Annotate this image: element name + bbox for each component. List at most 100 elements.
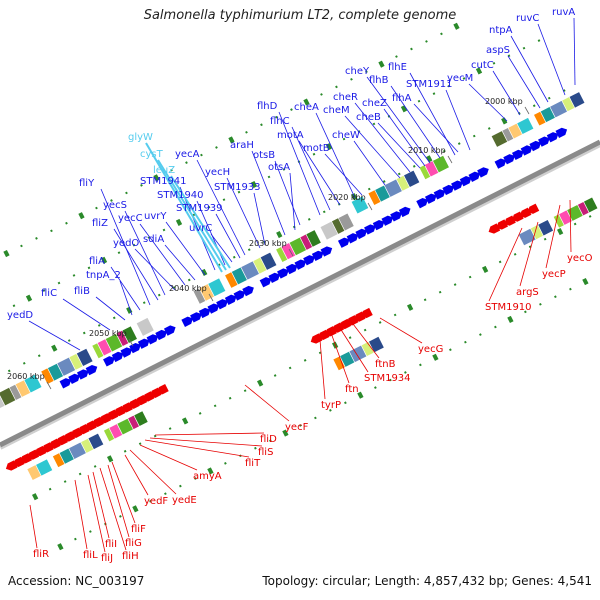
scale-tick <box>288 248 294 257</box>
reverse-leader-line <box>488 227 523 302</box>
feature-block <box>116 330 129 347</box>
forward-gene-arrow <box>372 219 385 231</box>
reverse-leader-line <box>129 449 177 495</box>
tick-mark <box>282 429 289 437</box>
feature-block <box>518 228 536 246</box>
feature-block <box>9 384 22 400</box>
tick-mark <box>537 39 541 42</box>
tick-layer <box>3 22 592 551</box>
gene-label-layer: ruvAruvCntpAaspScutCyecMSTM1911flhEflhAf… <box>7 7 593 564</box>
forward-gene-label: yecM <box>447 73 473 84</box>
forward-gene-label: STM1933 <box>214 182 261 193</box>
tick-mark <box>20 244 23 248</box>
tick-mark <box>498 260 502 264</box>
feature-block <box>396 175 410 191</box>
scale-label: 2020 kbp <box>328 193 366 202</box>
feature-block <box>57 357 76 376</box>
tick-mark <box>48 487 52 491</box>
forward-leader-line <box>274 160 301 226</box>
forward-gene-arrow <box>538 136 550 147</box>
forward-leader-line <box>124 210 166 296</box>
scale-label-layer: 2000 kbp 2010 kbp 2020 kbp 2030 kbp 2040 kbp… <box>7 97 530 390</box>
tick-mark <box>200 153 203 157</box>
tick-mark <box>449 348 452 352</box>
reverse-gene-arrow <box>157 384 169 395</box>
tick-mark <box>453 22 460 30</box>
forward-gene-arrow <box>181 316 193 327</box>
feature-block <box>122 326 137 343</box>
feature-block <box>76 348 93 367</box>
feature-block <box>88 433 104 450</box>
reverse-gene-label: fliT <box>245 458 261 469</box>
tick-mark <box>492 61 496 65</box>
feature-block <box>340 351 355 367</box>
scale-label: 2010 kbp <box>408 146 446 155</box>
reverse-gene-label: fliL <box>83 550 98 561</box>
feature-block <box>491 131 508 147</box>
tick-mark <box>162 228 166 232</box>
forward-gene-label: sdiA <box>143 234 164 245</box>
forward-gene-arrow <box>337 237 350 248</box>
feature-block <box>384 179 402 197</box>
tick-mark <box>32 493 39 501</box>
feature-block <box>404 170 420 188</box>
gene-arrow-layer <box>5 127 568 471</box>
tick-mark <box>89 530 92 533</box>
reverse-gene-label: fliG <box>125 538 142 549</box>
reverse-leader-line <box>519 221 539 287</box>
tick-mark <box>107 455 114 463</box>
tick-mark <box>245 130 248 134</box>
tick-mark <box>247 248 251 252</box>
reverse-gene-label: argS <box>516 287 539 298</box>
feature-block <box>533 111 546 126</box>
forward-gene-arrow <box>285 263 298 275</box>
scale-tick <box>524 106 530 115</box>
feature-block <box>517 117 534 135</box>
forward-gene-arrow <box>233 290 246 301</box>
forward-gene-arrow <box>424 193 437 204</box>
forward-gene-arrow <box>468 171 481 182</box>
forward-gene-label: motB <box>303 143 330 154</box>
rna-gene-label: glyW <box>128 132 153 143</box>
forward-gene-label: STM1940 <box>157 190 204 201</box>
forward-gene-arrow <box>529 140 541 152</box>
reverse-gene-label: fliR <box>33 549 49 560</box>
forward-gene-label: otsB <box>253 150 275 161</box>
tick-mark <box>57 281 61 285</box>
feature-block <box>97 339 112 356</box>
scale-label: 2060 kbp <box>7 372 45 381</box>
tick-mark <box>175 218 183 226</box>
forward-gene-arrow <box>129 343 141 354</box>
tick-mark <box>185 161 188 164</box>
scale-label: 2030 kbp <box>249 239 287 248</box>
feature-block <box>281 243 296 260</box>
feature-block <box>24 374 42 393</box>
forward-gene-label: cheM <box>323 105 350 116</box>
tick-mark <box>207 205 211 209</box>
feature-block <box>559 210 572 225</box>
tick-mark <box>260 123 263 127</box>
tick-mark <box>149 499 152 503</box>
forward-leader-line <box>377 122 421 169</box>
tick-mark <box>419 363 422 367</box>
tick-mark <box>78 212 85 220</box>
tick-mark <box>250 180 258 189</box>
reverse-gene-label: STM1934 <box>364 373 411 384</box>
forward-gene-arrow <box>59 378 72 389</box>
tick-mark <box>365 70 368 74</box>
reverse-gene-label: fliS <box>258 447 273 458</box>
forward-leader-line <box>215 213 241 259</box>
tick-mark <box>457 142 461 145</box>
feature-block <box>553 214 564 228</box>
tick-mark <box>404 371 407 374</box>
feature-block <box>375 185 390 202</box>
tick-mark <box>168 427 172 430</box>
forward-gene-label: fliA <box>89 256 105 267</box>
forward-gene-label: cheY <box>345 66 370 77</box>
forward-gene-arrow <box>459 176 472 187</box>
tick-mark <box>432 353 439 361</box>
forward-leader-line <box>95 296 126 321</box>
tick-mark <box>393 313 397 317</box>
reverse-gene-label: fliJ <box>101 553 113 564</box>
forward-gene-arrow <box>416 198 428 209</box>
